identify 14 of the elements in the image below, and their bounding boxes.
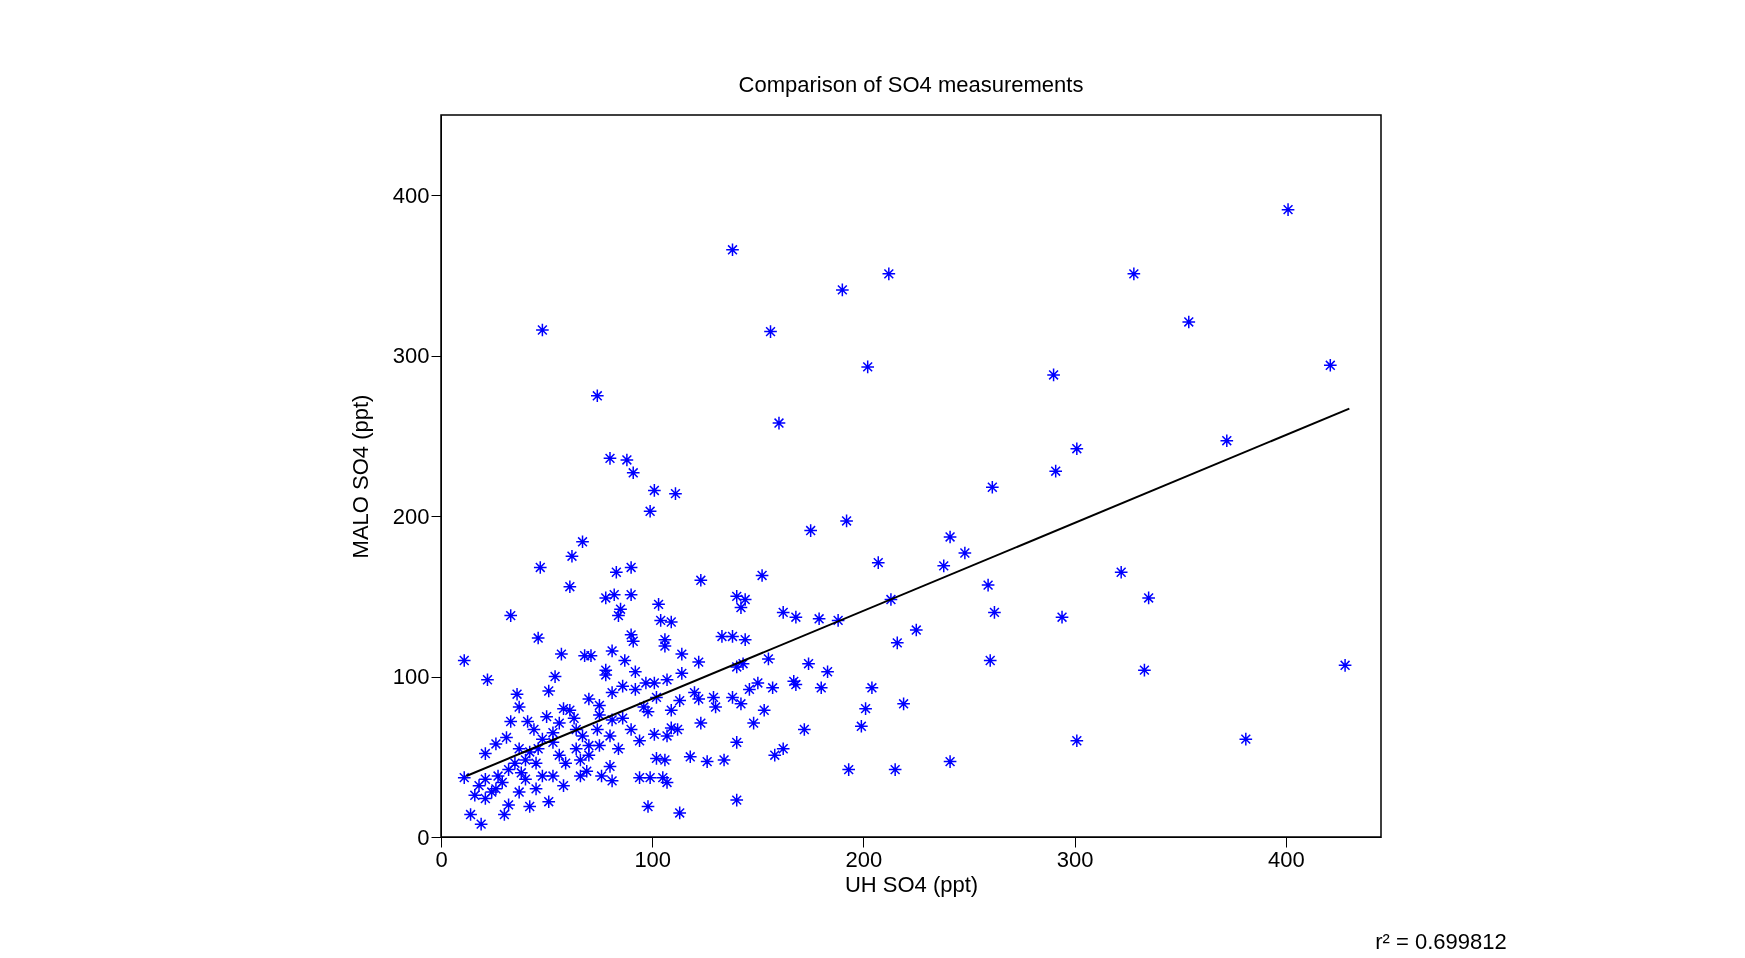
- chart-title: Comparison of SO4 measurements: [738, 72, 1084, 97]
- text: r² = 0.699812: [1375, 929, 1507, 954]
- x-tick-label: 200: [845, 846, 883, 872]
- x-tick-label: 100: [634, 846, 672, 872]
- x-axis-title: UH SO4 (ppt): [844, 871, 979, 897]
- y-tick-label: 400: [392, 182, 430, 208]
- x-tick-label: 300: [1056, 846, 1094, 872]
- x-tick-label: 0: [435, 846, 448, 872]
- y-axis-title: MALO SO4 (ppt): [347, 394, 373, 559]
- y-tick-label: 300: [392, 343, 430, 369]
- x-tick-label: 400: [1268, 846, 1305, 872]
- y-tick-label: 100: [392, 664, 430, 690]
- y-tick-label: 200: [392, 503, 430, 529]
- y-tick-label: 0: [417, 824, 430, 850]
